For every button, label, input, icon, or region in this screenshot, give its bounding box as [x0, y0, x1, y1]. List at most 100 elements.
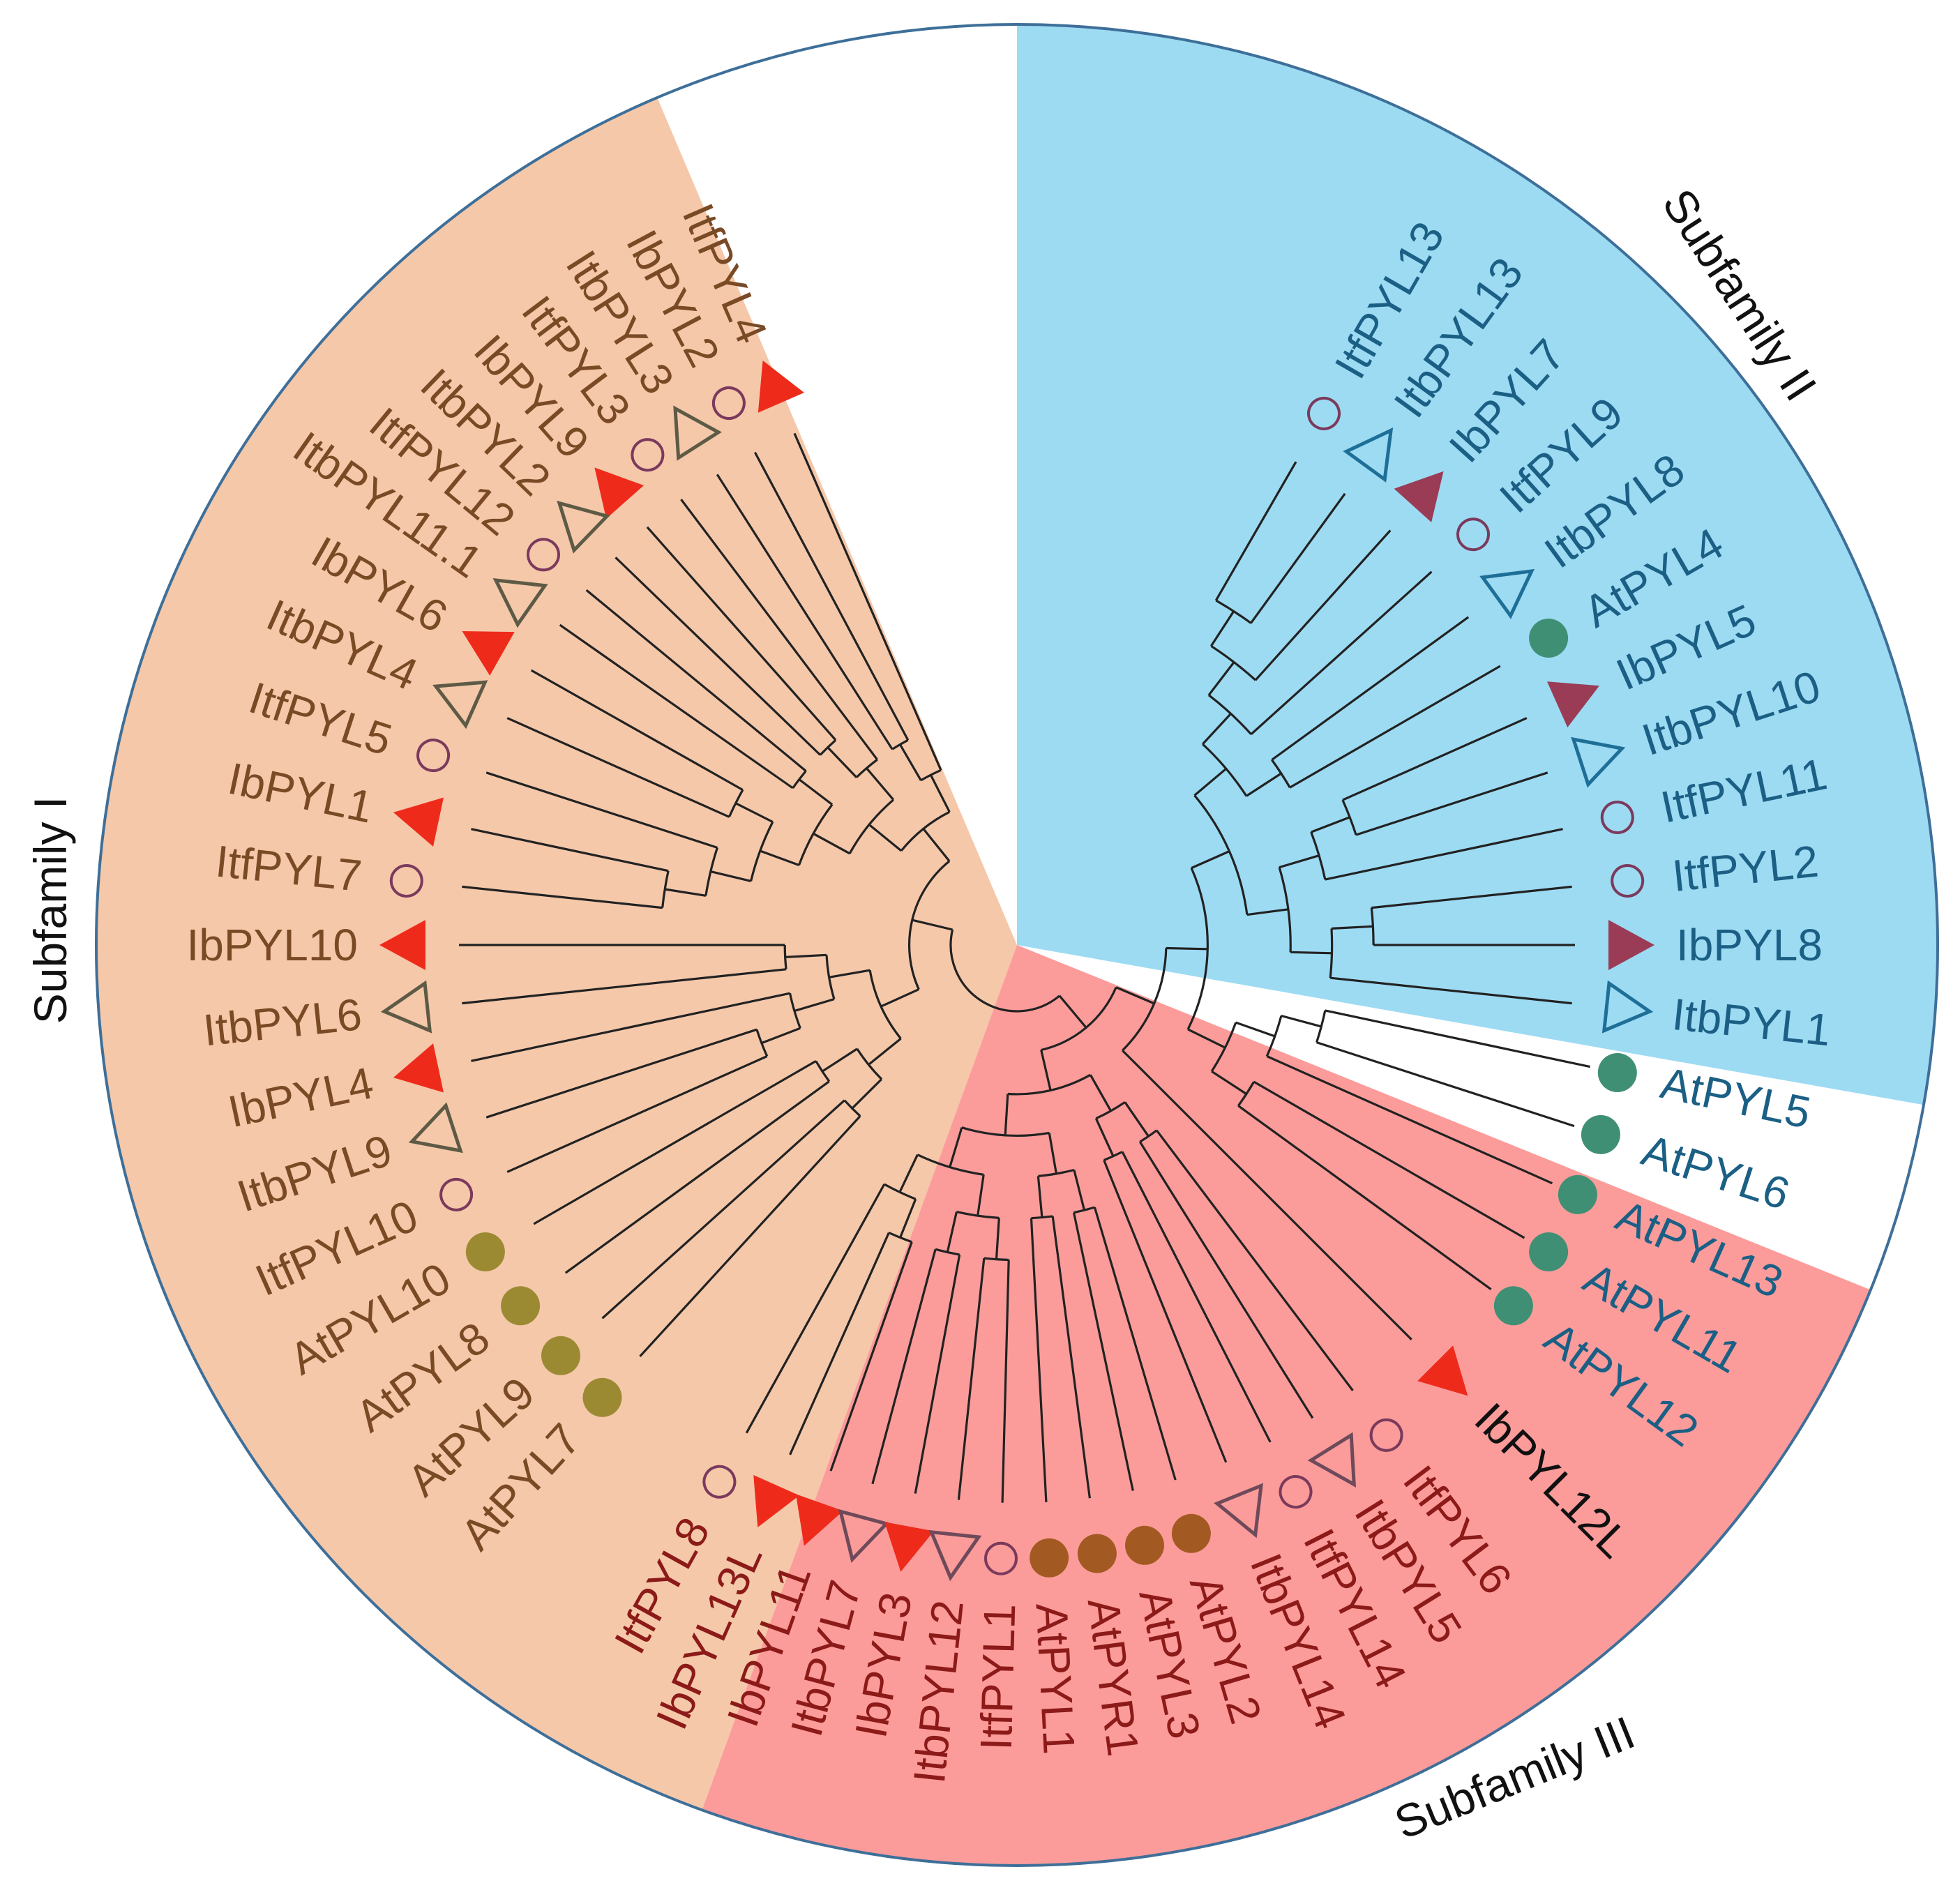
branch-arc [1265, 1015, 1283, 1057]
leaf-marker-itbpyl12 [928, 1529, 982, 1582]
branch-line [1051, 1216, 1091, 1499]
leaf-marker-itbpyl4 [432, 680, 488, 729]
subfamily-sectors [96, 24, 1938, 1866]
branch-line [760, 849, 800, 867]
subfamily-1-label: Subfamily I [24, 796, 76, 1024]
branch-line [1289, 665, 1501, 789]
leaf-label: IbPYL8 [1676, 920, 1823, 970]
branch-line [639, 1115, 861, 1357]
branch-line [794, 998, 835, 1013]
branch-line [734, 802, 774, 823]
leaf-marker-itfpyl3 [631, 438, 665, 472]
leaf-marker-atpyl13 [1558, 1174, 1597, 1214]
leaf-marker-itfpyl4 [757, 360, 804, 413]
leaf-label: AtPYL1 [1027, 1602, 1085, 1756]
branch-line [1115, 986, 1155, 1005]
leaf-marker-ibpyl9 [594, 467, 644, 519]
branch-line [827, 746, 858, 778]
leaf-marker-itbpyl2 [557, 500, 610, 554]
branch-line [1138, 1141, 1314, 1419]
branch-line [506, 717, 730, 818]
branch-line [1290, 951, 1332, 955]
branch-line [753, 451, 910, 741]
leaf-marker-atpyl12 [1493, 1286, 1533, 1326]
leaf-marker-itfpyl5 [416, 739, 451, 773]
branch-line [1124, 1101, 1149, 1137]
tree-outline [95, 23, 1939, 1867]
leaf-marker-ibpyl13l [753, 1475, 800, 1527]
branch-line [1036, 1176, 1043, 1218]
branch-line [1048, 1133, 1057, 1174]
branch-line [880, 988, 919, 1008]
leaf-marker-itfpyl7 [389, 864, 423, 898]
branch-arc [949, 929, 1061, 1013]
branch-line [462, 885, 663, 909]
leaf-marker-atpyl7 [582, 1377, 622, 1417]
branch-line [716, 474, 894, 750]
leaf-marker-itfpyl8 [702, 1465, 737, 1499]
leaf-marker-ibpyl12l [1417, 1345, 1468, 1396]
branch-line [1211, 1070, 1247, 1095]
leaf-marker-itfpyl9 [1456, 517, 1490, 552]
leaf-marker-itfpyl12 [527, 538, 560, 572]
branch-arc [935, 1248, 960, 1256]
leaf-marker-itfpyl14 [1279, 1475, 1313, 1509]
branch-line [1210, 610, 1235, 647]
outer-ring [95, 23, 1939, 1867]
leaf-marker-atpyl2 [1171, 1513, 1211, 1553]
branch-line [1311, 816, 1350, 833]
leaf-marker-ibpyl7 [1394, 471, 1444, 522]
leaf-marker-atpyl11 [1529, 1232, 1569, 1271]
branch-line [1281, 1014, 1322, 1028]
leaf-marker-itbpyl10 [1571, 736, 1626, 788]
branch-line [1202, 713, 1232, 746]
branch-line [822, 1048, 858, 1073]
branch-line [471, 992, 790, 1062]
branch-line [1004, 1094, 1009, 1135]
leaf-marker-ibpyl2 [711, 386, 746, 420]
subfamily-2-sector [1017, 24, 1938, 1105]
leaf-marker-ibpyl11 [795, 1494, 843, 1546]
branch-line [1331, 925, 1373, 930]
leaf-marker-ibpyl4 [393, 1043, 444, 1093]
branch-line [1253, 1080, 1525, 1239]
branch-line [957, 1258, 986, 1500]
branch-line [1250, 570, 1433, 735]
branch-line [1094, 1118, 1115, 1157]
branch-line [1089, 1074, 1112, 1112]
leaf-marker-itfpyl1 [984, 1541, 1018, 1575]
leaf-marker-itbpyl9 [408, 1102, 463, 1154]
leaf-marker-itbpyl13 [1343, 428, 1394, 483]
branch-line [1072, 1212, 1134, 1491]
branch-line [793, 432, 942, 771]
branch-line [615, 557, 822, 756]
leaf-marker-ibpyl3 [884, 1522, 934, 1572]
leaf-marker-ibpyl8 [1608, 920, 1654, 970]
leaf-marker-itfpyl13 [1307, 396, 1341, 430]
leaf-marker-atpyl10 [465, 1232, 505, 1271]
branch-line [1030, 1218, 1048, 1502]
leaf-marker-itbpyl6 [380, 980, 432, 1034]
branch-line [646, 526, 837, 741]
branch-line [1325, 1009, 1590, 1068]
leaf-marker-ibpyl6 [462, 630, 515, 676]
leaf-marker-itfpyl10 [439, 1177, 474, 1211]
branch-line [1058, 995, 1087, 1029]
branch-line [564, 1080, 830, 1274]
branch-line [761, 1027, 801, 1045]
leaf-label: ItfPYL1 [971, 1603, 1025, 1751]
branch-line [1193, 767, 1227, 796]
branch-line [1330, 976, 1572, 1005]
branch-line [1207, 661, 1235, 696]
branch-arc [900, 810, 951, 852]
branch-line [471, 828, 669, 872]
branch-line [922, 828, 951, 862]
branch-line [829, 969, 870, 978]
branch-line [1235, 1021, 1276, 1038]
branch-line [1040, 1050, 1052, 1091]
branch-line [868, 824, 903, 852]
branch-line [929, 774, 951, 812]
branch-line [1316, 1041, 1575, 1128]
branch-line [1073, 1170, 1086, 1211]
